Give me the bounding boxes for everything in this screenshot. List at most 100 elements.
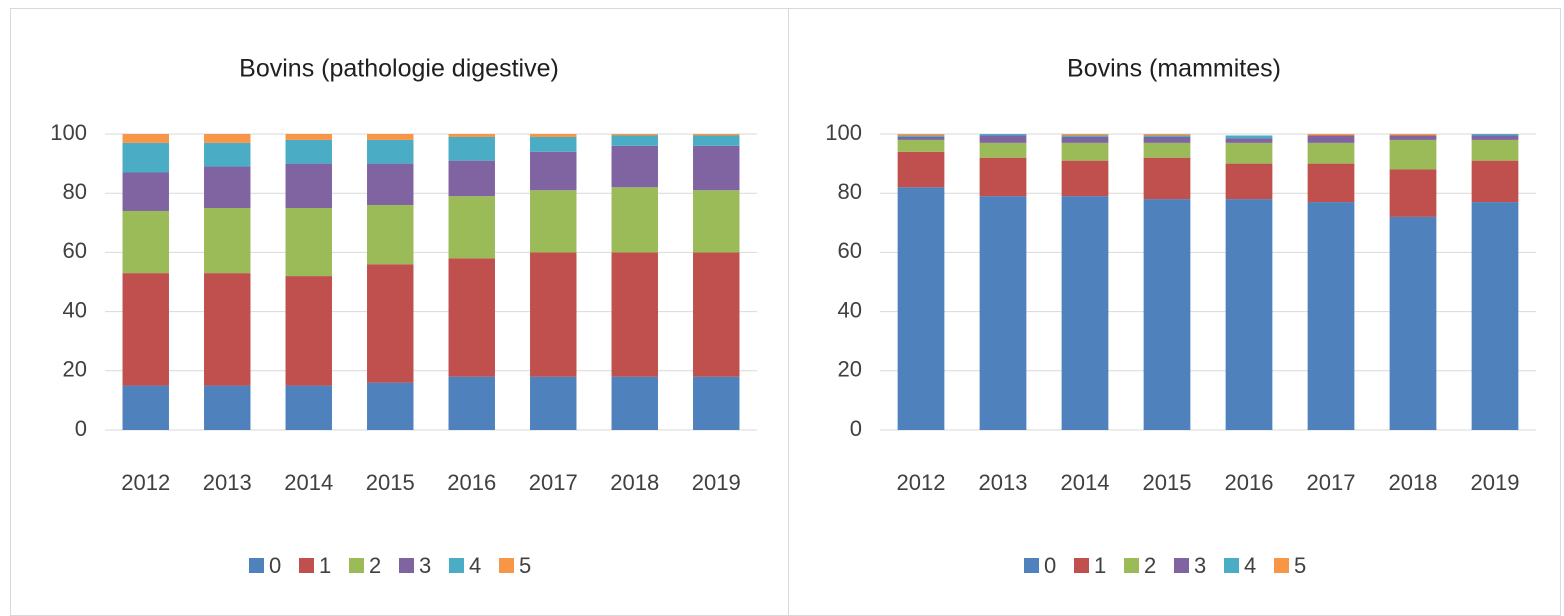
bar-segment	[1307, 163, 1355, 203]
bar-segment	[204, 134, 251, 143]
y-tick-label: 100	[50, 120, 87, 145]
x-tick-label: 2019	[1471, 470, 1520, 495]
bar-segment	[122, 142, 169, 173]
bar-segment	[367, 205, 414, 265]
bar-segment	[1389, 169, 1437, 217]
y-tick-label: 80	[838, 179, 862, 204]
bar-segment	[693, 376, 740, 430]
bar-segment	[1143, 135, 1191, 137]
bar-segment	[285, 385, 332, 430]
bar-segment	[530, 136, 577, 152]
x-tick-label: 2018	[610, 470, 659, 495]
chart-title: Bovins (pathologie digestive)	[239, 55, 559, 83]
legend-swatch	[299, 558, 314, 573]
bar-segment	[204, 142, 251, 167]
bar-segment	[204, 166, 251, 208]
y-tick-label: 20	[63, 357, 87, 382]
legend-swatch	[1024, 558, 1039, 573]
bar-segment	[448, 258, 495, 377]
bar-segment	[122, 273, 169, 386]
legend-label: 1	[1094, 553, 1106, 578]
bar-segment	[204, 273, 251, 386]
bar-segment	[448, 196, 495, 259]
bar-segment	[897, 151, 945, 188]
x-tick-label: 2012	[897, 470, 946, 495]
bar-segment	[897, 134, 945, 136]
x-tick-label: 2019	[692, 470, 741, 495]
bar-segment	[1061, 160, 1109, 197]
bar-segment	[1471, 135, 1519, 140]
y-tick-label: 40	[838, 297, 862, 322]
y-tick-label: 20	[838, 357, 862, 382]
bar-segment	[611, 134, 658, 136]
bar-segment	[367, 134, 414, 140]
bar-segment	[367, 264, 414, 383]
bar-segment	[204, 208, 251, 274]
bar-segment	[1143, 136, 1191, 143]
bar-segment	[693, 252, 740, 377]
bar-segment	[897, 136, 945, 140]
bar-segment	[1143, 142, 1191, 158]
x-tick-label: 2012	[121, 470, 170, 495]
bar-segment	[1471, 139, 1519, 161]
legend-label: 0	[269, 553, 281, 578]
legend-label: 0	[1044, 553, 1056, 578]
legend-label: 4	[1244, 553, 1256, 578]
bar-segment	[122, 385, 169, 430]
bar-segment	[122, 172, 169, 211]
bar-segment	[448, 160, 495, 197]
bar-segment	[1225, 163, 1273, 200]
bar-segment	[1225, 199, 1273, 430]
x-tick-label: 2016	[447, 470, 496, 495]
bar-segment	[1307, 142, 1355, 164]
bar-segment	[979, 135, 1027, 143]
bar-segment	[367, 139, 414, 164]
legend-swatch	[449, 558, 464, 573]
bar-segment	[1307, 134, 1355, 136]
x-tick-label: 2018	[1389, 470, 1438, 495]
bar-segment	[1143, 134, 1191, 136]
bar-segment	[530, 376, 577, 430]
legend-label: 2	[1144, 553, 1156, 578]
bar-segment	[530, 134, 577, 137]
bar-segment	[1225, 142, 1273, 164]
bar-segment	[611, 135, 658, 146]
bar-segment	[1225, 135, 1273, 139]
y-tick-label: 100	[825, 120, 862, 145]
bar-segment	[1471, 134, 1519, 136]
bar-segment	[204, 385, 251, 430]
bar-segment	[1389, 216, 1437, 430]
bar-segment	[979, 142, 1027, 158]
bar-segment	[979, 134, 1027, 136]
bar-segment	[897, 187, 945, 430]
bar-segment	[979, 196, 1027, 430]
y-tick-label: 40	[63, 297, 87, 322]
bar-segment	[1143, 199, 1191, 430]
bar-segment	[1471, 202, 1519, 430]
chart-title: Bovins (mammites)	[1067, 55, 1281, 83]
bar-segment	[367, 382, 414, 430]
legend-swatch	[1124, 558, 1139, 573]
bar-segment	[1471, 160, 1519, 203]
bar-segment	[979, 157, 1027, 197]
bar-segment	[448, 376, 495, 430]
legend-label: 5	[519, 553, 531, 578]
bar-segment	[367, 163, 414, 206]
bar-segment	[1143, 157, 1191, 200]
y-tick-label: 60	[63, 238, 87, 263]
x-tick-label: 2015	[366, 470, 415, 495]
legend-swatch	[249, 558, 264, 573]
bar-segment	[611, 145, 658, 188]
bar-segment	[611, 376, 658, 430]
x-tick-label: 2014	[284, 470, 333, 495]
legend-label: 4	[469, 553, 481, 578]
bar-segment	[1061, 142, 1109, 161]
legend-label: 3	[419, 553, 431, 578]
legend-swatch	[399, 558, 414, 573]
bar-segment	[693, 145, 740, 191]
bar-segment	[448, 136, 495, 161]
bar-segment	[693, 190, 740, 253]
bar-segment	[285, 276, 332, 386]
